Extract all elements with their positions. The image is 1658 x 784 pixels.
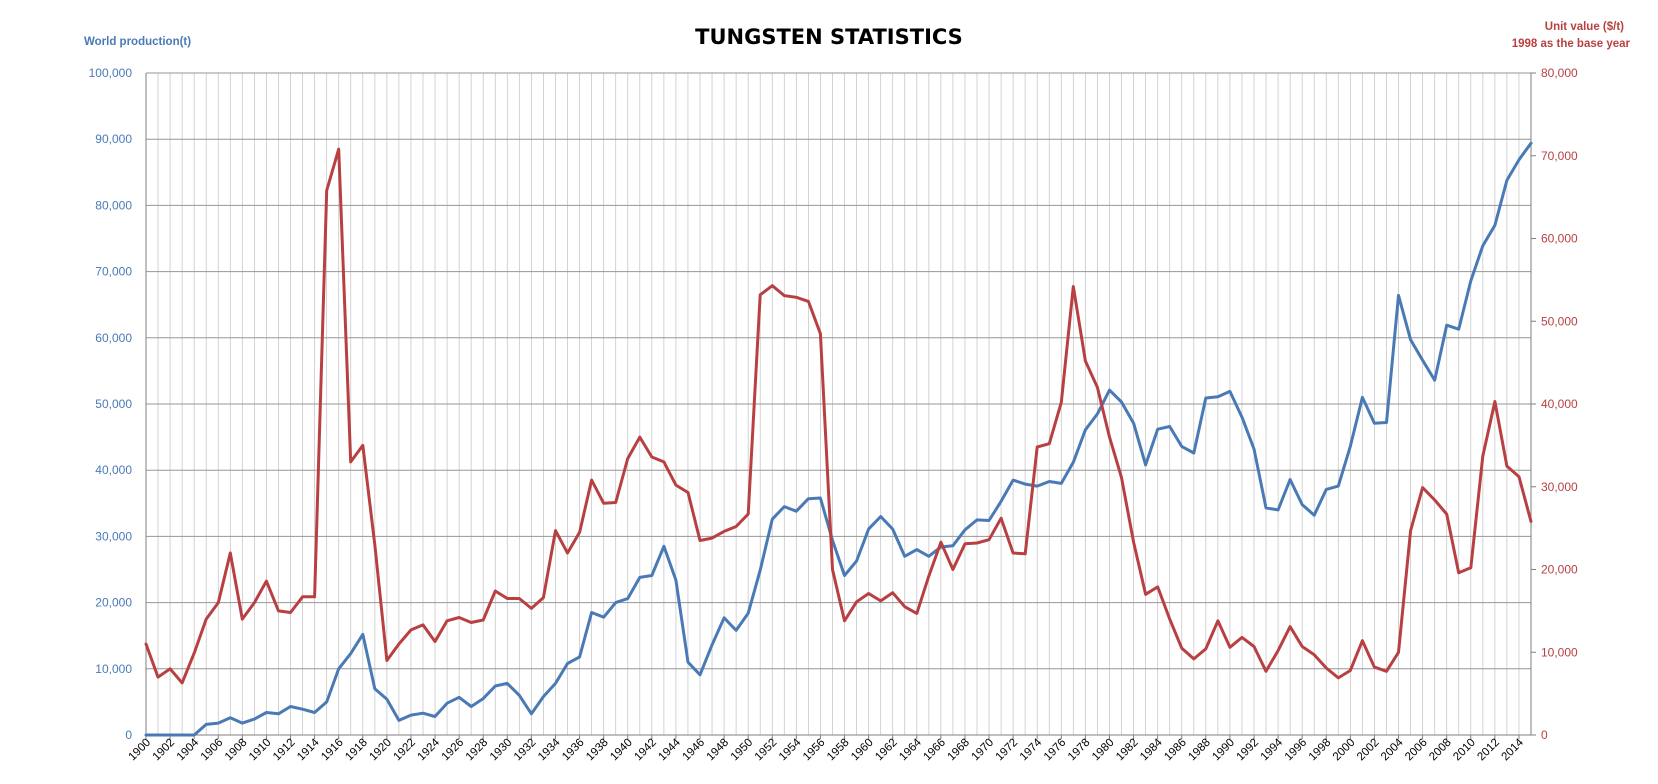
left-axis-tick-label: 10,000 [95, 662, 132, 676]
right-axis-label-line2: 1998 as the base year [1512, 38, 1631, 50]
right-axis-tick-label: 50,000 [1541, 314, 1578, 328]
production-series-line [144, 141, 1533, 737]
axes [145, 72, 1536, 739]
left-axis-tick-label: 70,000 [95, 265, 132, 279]
left-axis-tick-label: 50,000 [95, 397, 132, 411]
left-axis-tick-label: 40,000 [95, 463, 132, 477]
series-lines [144, 141, 1533, 737]
right-axis-tick-label: 30,000 [1541, 480, 1578, 494]
right-axis-tick-label: 20,000 [1541, 563, 1578, 577]
left-axis-tick-label: 80,000 [95, 198, 132, 212]
left-axis-tick-label: 0 [125, 728, 132, 742]
right-axis-tick-label: 40,000 [1541, 397, 1578, 411]
left-axis-tick-label: 20,000 [95, 596, 132, 610]
chart-title: TUNGSTEN STATISTICS [695, 25, 963, 49]
right-axis-label-line1: Unit value ($/t) [1545, 21, 1624, 33]
right-axis-tick-label: 70,000 [1541, 149, 1578, 163]
right-axis-tick-label: 0 [1541, 728, 1548, 742]
unit-value-series-line [144, 147, 1533, 685]
left-axis-tick-label: 90,000 [95, 132, 132, 146]
right-axis-tick-label: 60,000 [1541, 232, 1578, 246]
left-axis-tick-label: 60,000 [95, 331, 132, 345]
left-axis-label: World production(t) [84, 36, 191, 48]
left-axis-tick-label: 30,000 [95, 529, 132, 543]
right-axis-tick-label: 80,000 [1541, 66, 1578, 80]
right-axis-tick-label: 10,000 [1541, 645, 1578, 659]
left-axis-tick-label: 100,000 [89, 66, 133, 80]
